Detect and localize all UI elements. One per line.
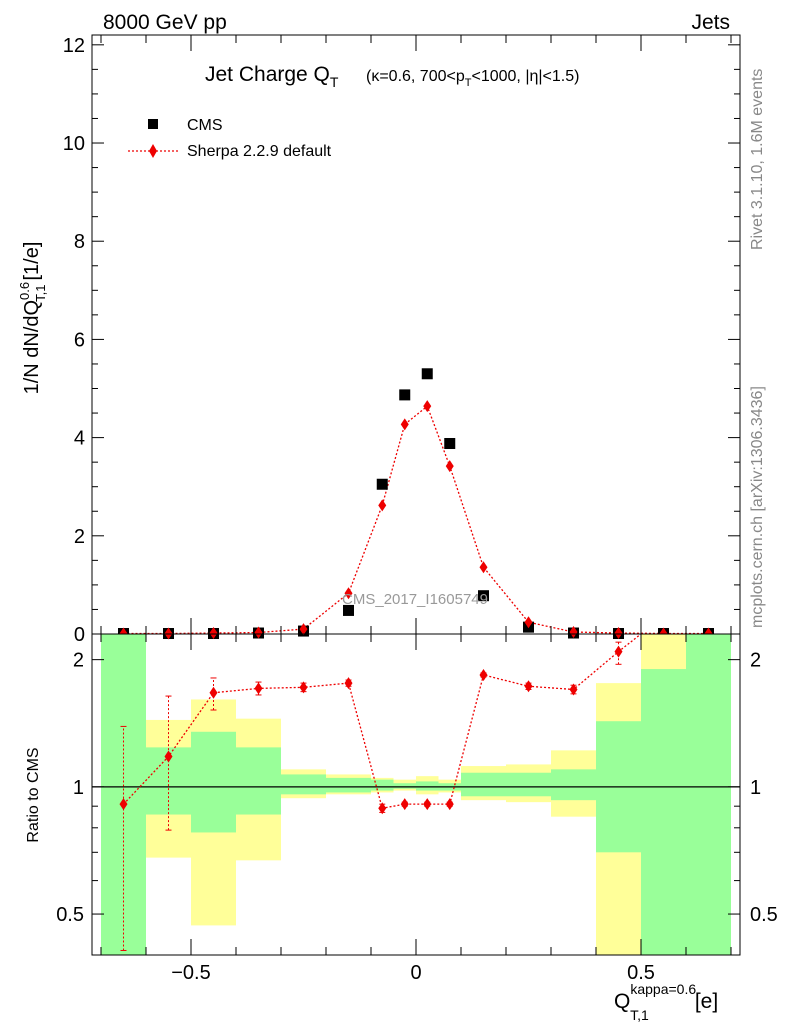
title-text: Jet Charge Q bbox=[205, 63, 330, 86]
ratio-band-inner bbox=[506, 772, 551, 797]
ratio-ytick-label-right: 0.5 bbox=[750, 904, 778, 926]
ratio-sherpa-point bbox=[164, 750, 173, 763]
main-title: Jet Charge QT bbox=[205, 63, 339, 90]
ratio-ytick-label: 1 bbox=[73, 777, 84, 799]
ratio-xlabel-sub: T,1 bbox=[630, 1007, 649, 1023]
ratio-sherpa-point bbox=[254, 682, 263, 695]
title-cuts-text: (κ=0.6, 700<p bbox=[366, 68, 465, 85]
ratio-sherpa-point bbox=[445, 798, 454, 811]
title-cuts: (κ=0.6, 700<pT<1000, |η|<1.5) bbox=[366, 68, 579, 89]
cms-point bbox=[421, 368, 433, 380]
legend: CMS Sherpa 2.2.9 default bbox=[128, 117, 332, 160]
ratio-band-inner bbox=[236, 747, 281, 815]
main-panel: CMS_2017_I1605749 0 2 4 6 8 10 12 Jet Charge Q… bbox=[17, 34, 741, 646]
main-ylabel-text: 1/N dN/dQ bbox=[21, 300, 43, 394]
ratio-ytick-label-right: 1 bbox=[750, 777, 761, 799]
ratio-xlabel-text: Q bbox=[614, 990, 630, 1013]
ratio-band-inner bbox=[326, 777, 371, 793]
cms-point bbox=[343, 604, 354, 616]
sherpa-point bbox=[479, 561, 488, 574]
main-ytick-label: 10 bbox=[63, 133, 85, 155]
main-ylabel: 1/N dN/dQ0.6T,1 [1/e] bbox=[17, 242, 48, 395]
legend-sherpa-label: Sherpa 2.2.9 default bbox=[187, 143, 332, 160]
ratio-band-inner bbox=[461, 772, 506, 797]
main-ytick-label: 8 bbox=[74, 231, 85, 253]
ratio-bands bbox=[101, 634, 731, 955]
main-ytick-label: 6 bbox=[74, 329, 85, 351]
ratio-sherpa-point bbox=[614, 645, 623, 658]
cms-point bbox=[478, 590, 489, 602]
watermark: CMS_2017_I1605749 bbox=[342, 591, 488, 608]
main-ylabel-sup: 0.6 bbox=[17, 282, 32, 300]
ratio-ticks: 0.5 0.5 1 1 2 2 −0.5 0 0.5 bbox=[56, 634, 778, 984]
ratio-band-inner bbox=[551, 769, 596, 801]
ratio-band-inner bbox=[281, 774, 326, 795]
ratio-sherpa-point bbox=[524, 680, 533, 693]
ratio-xlabel-sup: kappa=0.6 bbox=[630, 981, 696, 997]
main-ytick-label: 4 bbox=[74, 428, 85, 450]
ratio-xtick-label: 0.5 bbox=[627, 962, 655, 984]
sherpa-point bbox=[209, 627, 218, 640]
ratio-xlabel: Qkappa=0.6 T,1 [e] bbox=[614, 981, 718, 1023]
ratio-sherpa-point bbox=[378, 802, 387, 815]
sherpa-point bbox=[569, 626, 578, 639]
ratio-ylabel: Ratio to CMS bbox=[25, 747, 42, 842]
ratio-sherpa-point bbox=[209, 686, 218, 699]
title-sub: T bbox=[330, 74, 339, 90]
ratio-panel: 0.5 0.5 1 1 2 2 −0.5 0 0.5 Ratio to CMS Qkappa=0… bbox=[25, 633, 778, 1023]
main-ticks: 0 2 4 6 8 10 12 bbox=[63, 35, 740, 646]
ratio-sherpa-point bbox=[400, 798, 409, 811]
legend-cms-label: CMS bbox=[187, 117, 223, 134]
main-ytick-label: 0 bbox=[74, 624, 85, 646]
sherpa-point bbox=[614, 627, 623, 640]
ratio-xtick-label: −0.5 bbox=[171, 962, 210, 984]
sherpa-point bbox=[344, 587, 353, 600]
cms-point bbox=[376, 478, 388, 490]
ratio-band-inner bbox=[101, 634, 146, 955]
ratio-marks bbox=[119, 633, 642, 951]
sherpa-point bbox=[299, 623, 308, 636]
ratio-band-inner bbox=[371, 779, 394, 791]
ratio-ytick-label-right: 2 bbox=[750, 650, 761, 672]
header-left: 8000 GeV pp bbox=[103, 11, 227, 34]
header-right: Jets bbox=[691, 11, 730, 34]
main-ylabel-unit: [1/e] bbox=[21, 242, 43, 281]
ratio-sherpa-point bbox=[299, 681, 308, 694]
sherpa-point bbox=[378, 499, 387, 512]
ratio-band-inner bbox=[393, 783, 416, 789]
title-cuts-sub: T bbox=[465, 77, 472, 89]
ratio-ytick-label: 0.5 bbox=[56, 904, 84, 926]
sherpa-point bbox=[400, 418, 409, 431]
ratio-band-inner bbox=[641, 669, 686, 955]
ratio-band-inner bbox=[416, 781, 439, 791]
sherpa-point bbox=[254, 626, 263, 639]
title-cuts-end: <1000, |η|<1.5) bbox=[471, 68, 579, 85]
ratio-xtick-label: 0 bbox=[410, 962, 421, 984]
legend-cms-marker bbox=[148, 119, 158, 129]
ratio-sherpa-point bbox=[119, 798, 128, 811]
cms-point bbox=[444, 437, 456, 449]
ratio-band-inner bbox=[686, 634, 731, 955]
mcplots-label: mcplots.cern.ch [arXiv:1306.3436] bbox=[749, 386, 766, 628]
main-ytick-label: 2 bbox=[74, 526, 85, 548]
main-ytick-label: 12 bbox=[63, 35, 85, 57]
ratio-sherpa-point bbox=[423, 798, 432, 811]
ratio-ytick-label: 2 bbox=[73, 650, 84, 672]
ratio-xlabel-unit: [e] bbox=[695, 990, 718, 1013]
ratio-sherpa-point bbox=[344, 677, 353, 690]
main-ylabel-sub: T,1 bbox=[33, 285, 48, 302]
ratio-band-inner bbox=[191, 731, 236, 833]
sherpa-point bbox=[445, 460, 454, 473]
sherpa-point bbox=[524, 616, 533, 629]
legend-sherpa-marker bbox=[149, 144, 157, 158]
cms-point bbox=[399, 389, 411, 401]
sherpa-point bbox=[423, 400, 432, 413]
rivet-label: Rivet 3.1.10, 1.6M events bbox=[749, 69, 766, 250]
ratio-sherpa-point bbox=[569, 683, 578, 696]
ratio-sherpa-point bbox=[479, 668, 488, 681]
